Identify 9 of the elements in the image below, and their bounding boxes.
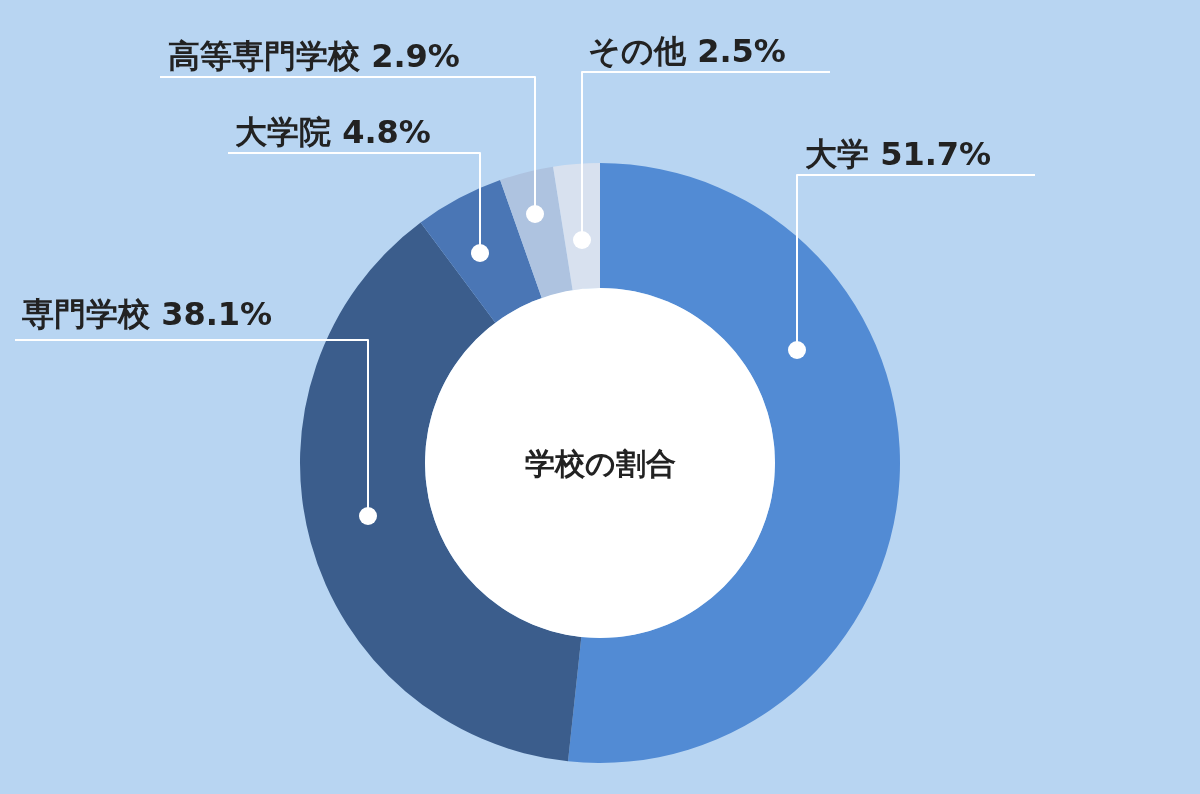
donut-slice <box>553 163 600 291</box>
slice-label: 専門学校 38.1% <box>22 295 273 333</box>
donut-slice <box>420 180 542 323</box>
slice-label: 高等専門学校 2.9% <box>168 37 460 75</box>
slice-label: その他 2.5% <box>588 32 786 70</box>
donut-slice <box>500 166 573 298</box>
slice-label: 大学院 4.8% <box>235 113 431 151</box>
text: 学校の割合 <box>524 445 676 481</box>
slice-label: 大学 51.7% <box>805 135 992 173</box>
